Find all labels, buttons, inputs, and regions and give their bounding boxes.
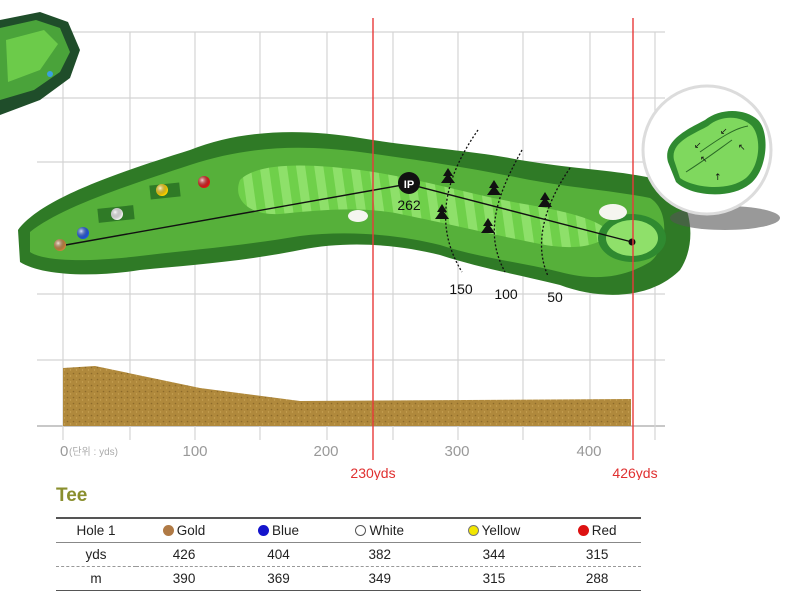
row-label: yds (85, 547, 107, 562)
axis-unit: (단위 : yds) (69, 445, 118, 458)
blue-dot-icon (258, 525, 269, 536)
table-cell: 390 (172, 571, 196, 586)
white-dot-icon (355, 525, 367, 536)
axis-tick-400: 400 (576, 443, 601, 460)
green-detail-inset: ↙ ↖ ↖ ↑ ↙ (641, 84, 780, 230)
svg-text:↙: ↙ (694, 141, 702, 151)
col-white: White (325, 518, 435, 543)
table-cell: 349 (368, 571, 391, 586)
svg-text:↖: ↖ (700, 155, 708, 165)
axis-tick-300: 300 (444, 443, 469, 460)
table-row: m 390 369 349 315 288 (56, 567, 641, 591)
row-label: m (90, 571, 102, 586)
table-cell: 344 (482, 547, 506, 562)
hole-diagram: IP 262 150 100 50 ↙ ↖ ↖ ↑ ↙ 0 (단위 : yds) 10… (0, 12, 780, 480)
bunker (599, 204, 627, 220)
total-distance-label: 426yds (612, 465, 657, 480)
axis-tick-100: 100 (182, 443, 207, 460)
table-cell: 404 (267, 547, 290, 562)
fairway (238, 165, 610, 248)
gold-dot-icon (162, 525, 174, 536)
distance-marker-lines (445, 129, 571, 277)
distance-100: 100 (494, 286, 518, 302)
table-row: yds 426 404 382 344 315 (56, 543, 641, 567)
ip-label: IP (404, 179, 414, 191)
svg-text:↙: ↙ (720, 127, 728, 137)
ip-distance: 262 (397, 197, 421, 213)
svg-text:↖: ↖ (738, 143, 746, 153)
col-red: Red (553, 518, 641, 543)
table-cell: 382 (368, 547, 391, 562)
tee-section-title: Tee (56, 485, 88, 506)
course-overview-map (0, 12, 80, 115)
col-gold: Gold (136, 518, 232, 543)
table-cell: 288 (585, 571, 609, 586)
distance-50: 50 (547, 289, 563, 305)
hole-label: Hole 1 (76, 523, 116, 538)
red-dot-icon (577, 525, 589, 536)
tree-icons (435, 168, 552, 233)
yellow-dot-icon (467, 525, 479, 536)
layup-label: 230yds (350, 465, 395, 480)
elevation-profile (63, 366, 631, 426)
table-cell: 315 (482, 571, 506, 586)
ip-marker: IP 262 (397, 172, 421, 213)
axis-tick-200: 200 (313, 443, 338, 460)
svg-text:↑: ↑ (714, 173, 722, 183)
bunker (348, 210, 368, 222)
col-blue: Blue (232, 518, 325, 543)
tee-distance-table: Hole 1 Gold Blue White Yellow Red yds 42… (56, 517, 641, 591)
axis-tick-0: 0 (60, 443, 68, 460)
col-yellow: Yellow (435, 518, 554, 543)
distance-150: 150 (449, 281, 473, 297)
tee-markers (54, 176, 210, 251)
pin (628, 238, 636, 246)
table-cell: 426 (172, 547, 196, 562)
table-header-row: Hole 1 Gold Blue White Yellow Red (56, 518, 641, 543)
table-cell: 315 (585, 547, 609, 562)
table-cell: 369 (267, 571, 290, 586)
